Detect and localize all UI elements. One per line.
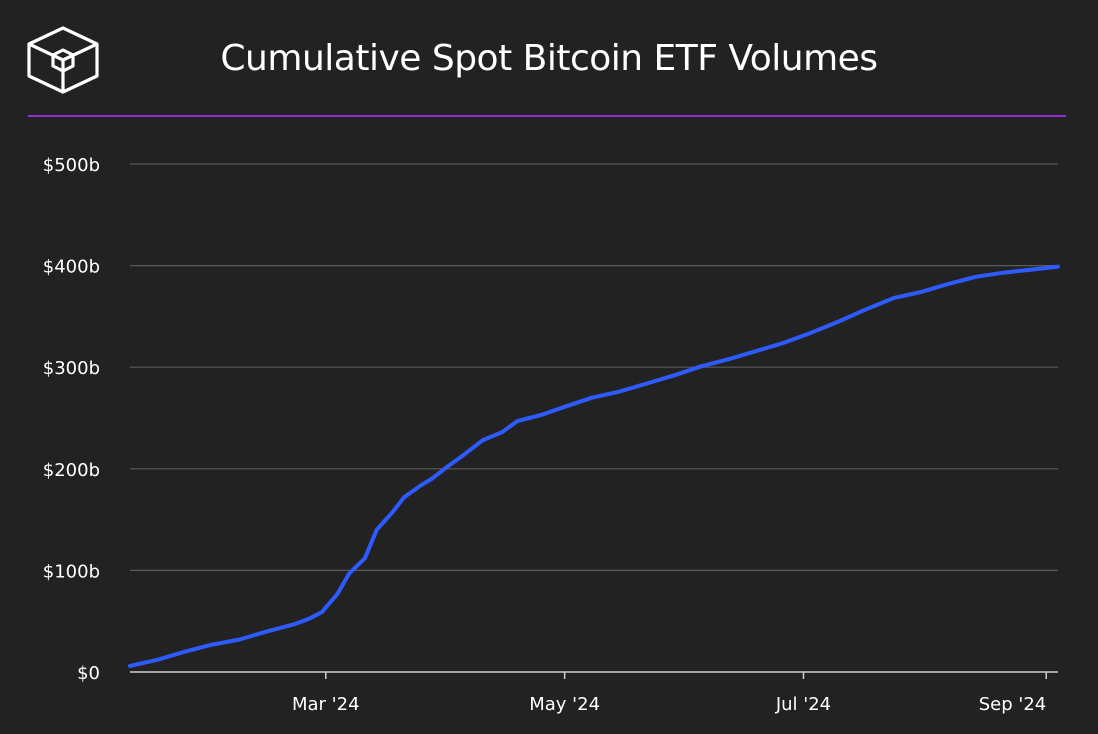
x-tick-label: Sep '24 [979,694,1047,715]
y-tick-label: $100b [43,561,100,582]
y-tick-label: $300b [43,358,100,379]
x-tick-label: Jul '24 [775,694,831,715]
y-tick-label: $400b [43,257,100,278]
x-tick-label: Mar '24 [292,694,360,715]
y-axis-ticks: $0 $100b $200b $300b $400b $500b [43,155,100,684]
y-tick-label: $500b [43,155,100,176]
x-axis-ticks: Mar '24 May '24 Jul '24 Sep '24 [292,672,1048,715]
y-tick-label: $200b [43,460,100,481]
gridlines [130,163,1058,572]
title-divider [28,115,1066,117]
y-tick-label: $0 [77,663,100,684]
cube-logo-icon [27,26,99,94]
series-line [128,264,1060,668]
x-tick-label: May '24 [529,694,600,715]
chart-title: Cumulative Spot Bitcoin ETF Volumes [220,38,878,79]
